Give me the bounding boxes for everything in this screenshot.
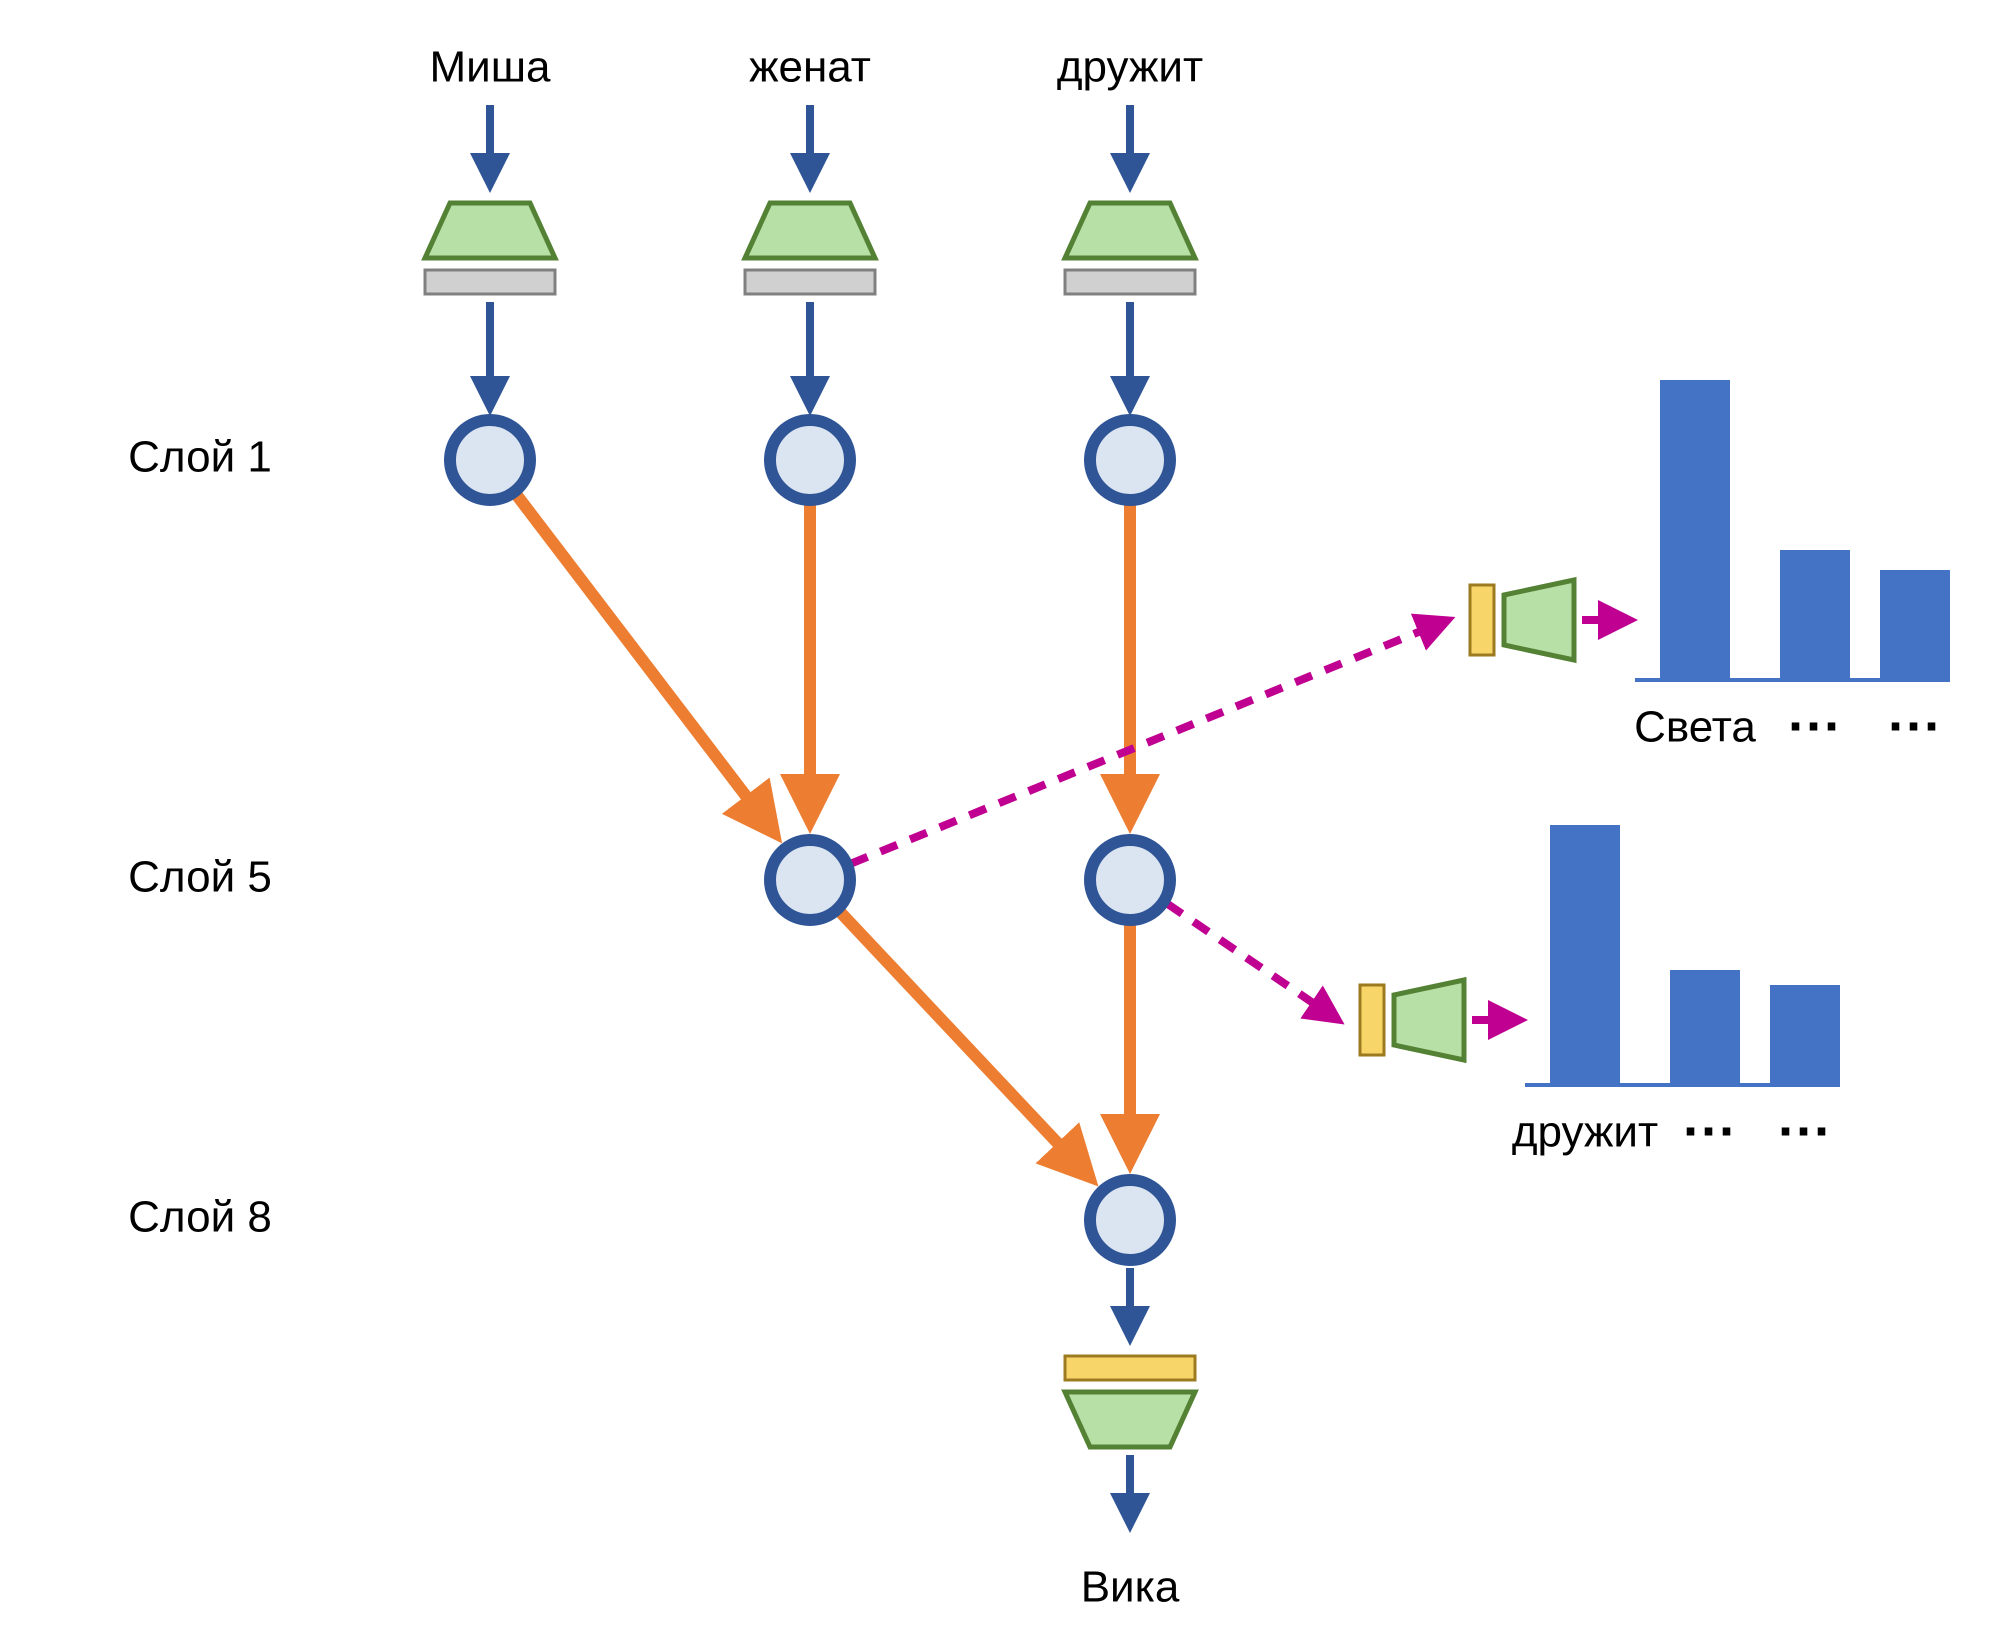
chart_bottom-bar-1 xyxy=(1670,970,1740,1085)
chart_bottom-xlabel-0: дружит xyxy=(1512,1108,1658,1157)
embedding-bar xyxy=(1065,270,1195,294)
embedding-bar xyxy=(425,270,555,294)
input-word-zhenat: женат xyxy=(749,43,871,92)
output-decoder-trapezoid xyxy=(1065,1392,1195,1447)
chart_bottom-xlabel-1: ··· xyxy=(1683,1101,1737,1161)
chart_top-xlabel-1: ··· xyxy=(1788,696,1842,756)
chart_top-bar-1 xyxy=(1780,550,1850,680)
chart_bottom-bar-2 xyxy=(1770,985,1840,1085)
probe-edge xyxy=(851,620,1448,864)
chart_top-bar-2 xyxy=(1880,570,1950,680)
input-word-misha: Миша xyxy=(430,43,552,92)
layer-node-l1_c1 xyxy=(450,420,530,500)
layer-node-l8_c3 xyxy=(1090,1180,1170,1260)
layer-node-l1_c3 xyxy=(1090,420,1170,500)
attention-edge xyxy=(517,495,775,834)
layer-node-l5_c2 xyxy=(770,840,850,920)
layer-node-l5_c3 xyxy=(1090,840,1170,920)
chart_top-xlabel-0: Света xyxy=(1634,703,1756,752)
layer1-label: Слой 1 xyxy=(128,433,272,482)
chart_bottom-xlabel-2: ··· xyxy=(1778,1101,1832,1161)
encoder-trapezoid xyxy=(1065,203,1195,258)
projection-bar xyxy=(1470,585,1494,655)
chart_top-xlabel-2: ··· xyxy=(1888,696,1942,756)
layer5-label: Слой 5 xyxy=(128,853,272,902)
decoder-trapezoid xyxy=(1504,580,1574,660)
encoder-trapezoid xyxy=(425,203,555,258)
output-projection-bar xyxy=(1065,1356,1195,1380)
chart_top-bar-0 xyxy=(1660,380,1730,680)
decoder-trapezoid xyxy=(1394,980,1464,1060)
attention-edge xyxy=(840,912,1090,1178)
projection-bar xyxy=(1360,985,1384,1055)
input-word-druzhit: дружит xyxy=(1057,43,1203,92)
chart_bottom-bar-0 xyxy=(1550,825,1620,1085)
layer8-label: Слой 8 xyxy=(128,1193,272,1242)
output-word: Вика xyxy=(1081,1563,1180,1612)
layer-node-l1_c2 xyxy=(770,420,850,500)
probe-edge xyxy=(1167,904,1338,1020)
encoder-trapezoid xyxy=(745,203,875,258)
embedding-bar xyxy=(745,270,875,294)
